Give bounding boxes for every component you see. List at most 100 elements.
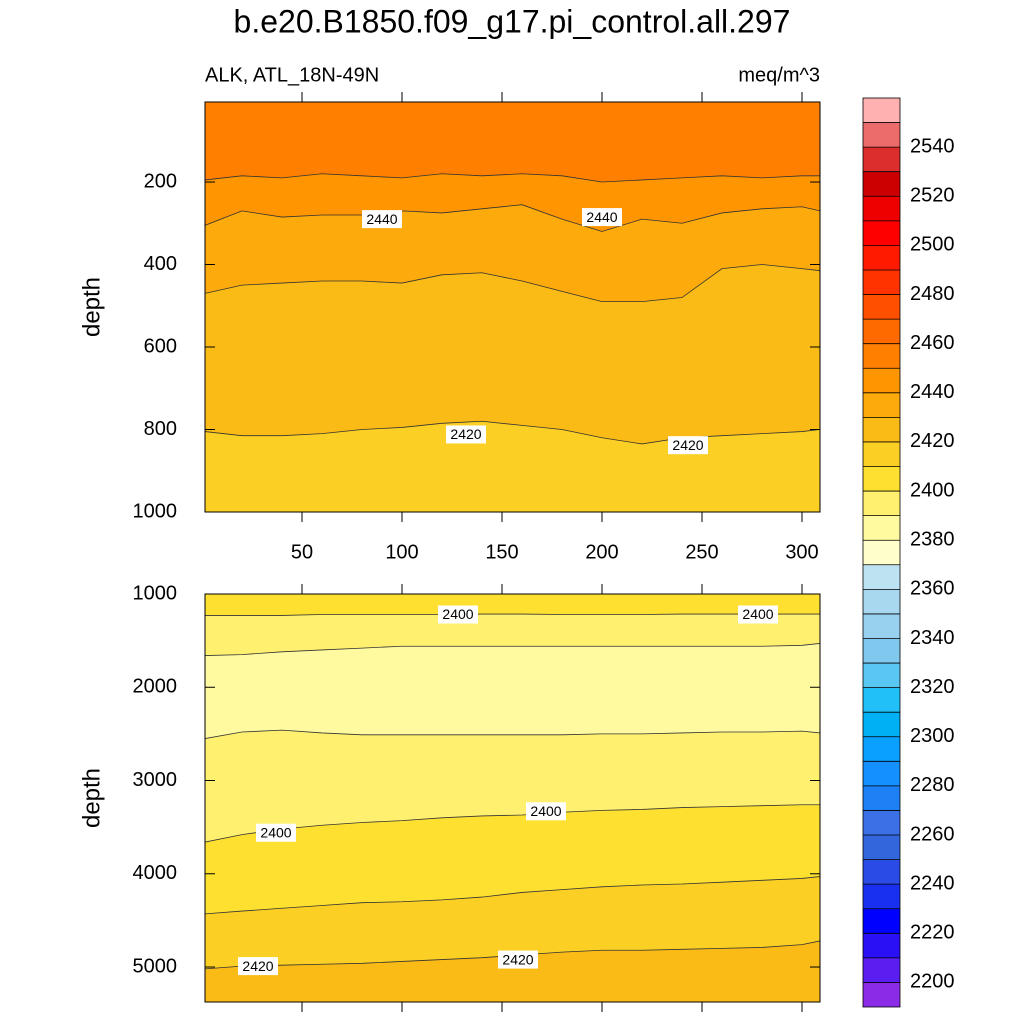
colorbar-label: 2440 <box>910 381 955 403</box>
contour-line <box>205 173 820 183</box>
contour-line <box>205 613 820 616</box>
contour-line <box>205 876 820 915</box>
chart-title: b.e20.B1850.f09_g17.pi_control.all.297 <box>234 3 791 39</box>
colorbar-label: 2200 <box>910 971 955 993</box>
contour-line <box>205 420 820 445</box>
y-tick-label: 5000 <box>133 955 178 977</box>
colorbar-box <box>863 245 900 270</box>
colorbar-box <box>863 171 900 197</box>
colorbar-label: 2520 <box>910 185 955 207</box>
contour-label: 2420 <box>242 958 273 974</box>
colorbar-box <box>863 933 900 958</box>
colorbar-label: 2360 <box>910 578 955 600</box>
colorbar-label: 2340 <box>910 627 955 649</box>
contour-label-bg <box>738 605 778 624</box>
colorbar-box <box>863 712 900 737</box>
colorbar-box <box>863 982 900 1007</box>
colorbar-box <box>863 319 900 344</box>
colorbar-box <box>863 884 900 909</box>
colorbar-box <box>863 540 900 565</box>
y-tick-label: 1000 <box>133 500 178 522</box>
colorbar-label: 2420 <box>910 430 955 452</box>
contour-label: 2400 <box>742 606 773 622</box>
colorbar-box <box>863 196 900 221</box>
contour-label-bg <box>438 605 478 624</box>
x-tick-label: 100 <box>385 541 418 563</box>
contour-fill <box>205 421 820 512</box>
x-tick-label: 250 <box>685 541 718 563</box>
contour-label-bg <box>238 957 278 976</box>
contour-line <box>205 264 820 303</box>
colorbar-label: 2400 <box>910 479 955 501</box>
contour-label-bg <box>446 425 486 444</box>
contour-label: 2420 <box>450 426 481 442</box>
colorbar-box <box>863 564 900 590</box>
colorbar-box <box>863 441 900 467</box>
colorbar-box <box>863 515 900 541</box>
colorbar-box <box>863 908 900 934</box>
colorbar-label: 2280 <box>910 774 955 796</box>
colorbar-frame <box>862 97 901 1008</box>
y-tick-label: 2000 <box>133 676 178 698</box>
subtitle-left: ALK, ATL_18N-49N <box>205 64 379 86</box>
y-tick-label: 800 <box>144 418 177 440</box>
colorbar-box <box>863 687 900 713</box>
subtitle-right: meq/m^3 <box>738 64 820 86</box>
colorbar-box <box>863 638 900 664</box>
contour-label-bg <box>498 950 538 969</box>
contour-line <box>205 729 820 739</box>
y-tick-label: 400 <box>144 253 177 275</box>
colorbar-box <box>863 589 900 614</box>
contour-label: 2440 <box>586 209 617 225</box>
y-axis-label: depth <box>78 768 105 828</box>
colorbar-box <box>863 368 900 393</box>
colorbar-box <box>863 761 900 786</box>
colorbar-box <box>863 835 900 860</box>
contour-label: 2420 <box>672 437 703 453</box>
colorbar-label: 2540 <box>910 135 955 157</box>
contour-label: 2400 <box>442 606 473 622</box>
y-tick-label: 4000 <box>133 862 178 884</box>
colorbar-label: 2380 <box>910 528 955 550</box>
colorbar-box <box>863 122 900 148</box>
contour-label-bg <box>668 436 708 455</box>
contour-label: 2440 <box>366 211 397 227</box>
colorbar-label: 2480 <box>910 283 955 305</box>
colorbar-box <box>863 392 900 418</box>
colorbar-label: 2460 <box>910 332 955 354</box>
y-tick-label: 200 <box>144 170 177 192</box>
contour-label-bg <box>362 210 402 229</box>
contour-label-bg <box>582 208 622 227</box>
colorbar-box <box>863 785 900 811</box>
y-tick-label: 600 <box>144 335 177 357</box>
colorbar-box <box>863 663 900 688</box>
plot-area: 2400 2400 2400 2400 2420 2420 <box>205 594 820 1002</box>
contour-label-bg <box>256 823 296 842</box>
plot-frame <box>204 593 821 1003</box>
colorbar-box <box>863 343 900 369</box>
x-tick-label: 300 <box>785 541 818 563</box>
colorbar-box <box>863 269 900 295</box>
y-tick-label: 3000 <box>133 769 178 791</box>
contour-line <box>205 643 820 656</box>
x-tick-label: 50 <box>291 541 313 563</box>
colorbar-box <box>863 220 900 246</box>
colorbar-box <box>863 810 900 836</box>
contour-label: 2400 <box>530 803 561 819</box>
colorbar-label: 2240 <box>910 872 955 894</box>
x-tick-label: 150 <box>485 541 518 563</box>
colorbar-label: 2500 <box>910 234 955 256</box>
x-tick-label: 200 <box>585 541 618 563</box>
colorbar-label: 2260 <box>910 823 955 845</box>
colorbar-box <box>863 466 900 492</box>
colorbar-box <box>863 736 900 762</box>
contour-label: 2420 <box>502 951 533 967</box>
y-axis-label: depth <box>78 277 105 337</box>
colorbar-box <box>863 613 900 639</box>
y-tick-label: 1000 <box>133 582 178 604</box>
colorbar-box <box>863 491 900 516</box>
contour-line <box>205 804 820 843</box>
contour-fill <box>205 940 820 1002</box>
colorbar-box <box>863 859 900 885</box>
